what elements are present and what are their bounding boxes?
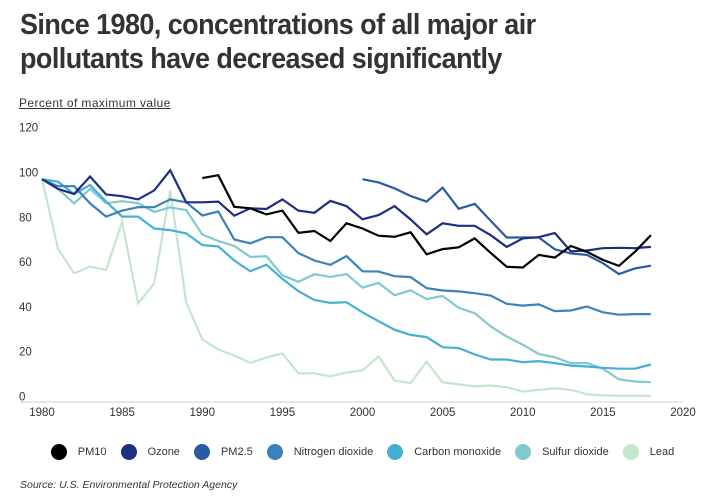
series-line-lead: [40, 178, 651, 397]
legend-label: Ozone: [147, 446, 180, 458]
x-tick-label: 1990: [189, 407, 215, 419]
y-tick-label: 100: [19, 168, 38, 180]
y-tick-label: 20: [19, 347, 32, 359]
legend-label: Sulfur dioxide: [542, 446, 609, 458]
legend-label: Lead: [649, 446, 675, 458]
legend-label: Carbon monoxide: [414, 446, 502, 458]
series-line-pm10: [202, 173, 652, 269]
legend-item-ozone: Ozone: [120, 444, 180, 460]
legend: PM10 Ozone PM2.5 Nitrogen dioxide Carbon mon…: [0, 444, 725, 460]
series-line-nitrogen-dioxide: [41, 178, 651, 316]
legend-label: PM2.5: [220, 446, 253, 458]
y-tick-label: 40: [19, 302, 32, 314]
series-lines: [40, 168, 652, 397]
legend-item-sulfur-dioxide: Sulfur dioxide: [515, 444, 609, 460]
y-tick-label: 120: [19, 123, 38, 135]
x-axis-ticks: 1980 1985 1990 1995 2000 2005 2010 2015 2020: [29, 407, 696, 419]
legend-item-nitrogen-dioxide: Nitrogen dioxide: [266, 444, 374, 460]
legend-swatch-icon: [515, 444, 532, 460]
legend-swatch-icon: [120, 444, 137, 460]
x-tick-label: 1985: [109, 407, 135, 419]
chart-title: Since 1980, concentrations of all major …: [20, 9, 536, 75]
legend-swatch-icon: [193, 444, 210, 460]
legend-item-pm2-5: PM2.5: [193, 444, 253, 460]
y-axis-unit-label: Percent of maximum value: [19, 96, 171, 110]
series-line-pm2-5: [362, 178, 652, 276]
x-tick-label: 1995: [270, 407, 296, 419]
legend-label: Nitrogen dioxide: [293, 446, 374, 458]
y-tick-label: 0: [19, 392, 25, 404]
legend-swatch-icon: [266, 444, 283, 460]
x-tick-label: 2005: [430, 407, 456, 419]
y-tick-label: 60: [19, 257, 32, 269]
x-tick-label: 2020: [670, 407, 696, 419]
y-tick-label: 80: [19, 212, 32, 224]
legend-item-pm10: PM10: [50, 444, 107, 460]
y-axis-ticks: 0 20 40 60 80 100 120: [19, 123, 38, 404]
x-tick-label: 2010: [510, 407, 536, 419]
line-chart: 0 20 40 60 80 100 120 1980 1985 1990 1995 2000 2005…: [19, 123, 696, 419]
legend-swatch-icon: [622, 444, 639, 460]
x-tick-label: 1980: [29, 407, 55, 419]
x-tick-label: 2000: [350, 407, 376, 419]
series-line-carbon-monoxide: [41, 178, 652, 370]
series-line-ozone: [41, 168, 651, 253]
legend-label: PM10: [77, 446, 107, 458]
legend-swatch-icon: [50, 444, 67, 460]
legend-item-carbon-monoxide: Carbon monoxide: [387, 444, 501, 460]
legend-item-lead: Lead: [622, 444, 675, 460]
x-tick-label: 2015: [590, 407, 616, 419]
legend-swatch-icon: [387, 444, 404, 460]
source-note: Source: U.S. Environmental Protection Ag…: [20, 479, 238, 491]
